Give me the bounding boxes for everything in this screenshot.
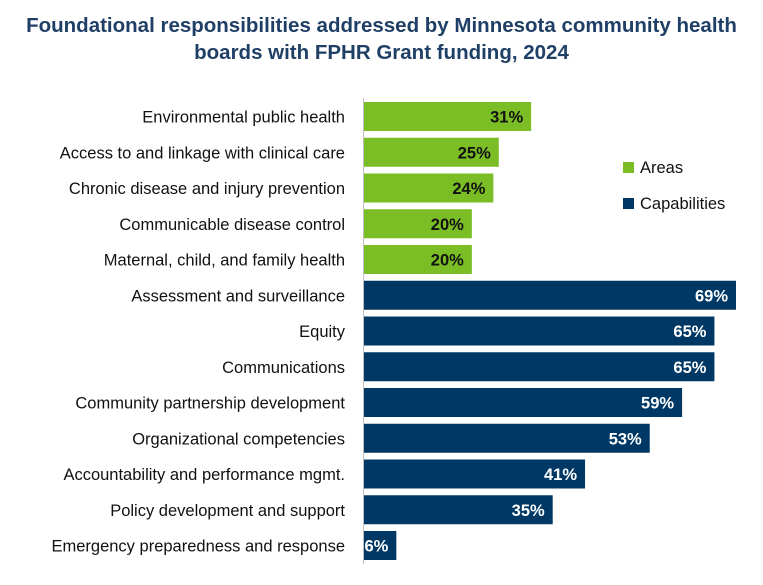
bar <box>364 388 683 417</box>
legend-label: Capabilities <box>640 195 725 213</box>
bar <box>364 102 532 131</box>
category-label: Maternal, child, and family health <box>104 252 345 270</box>
category-label: Policy development and support <box>110 502 345 520</box>
chart-title: Foundational responsibilities addressed … <box>26 14 737 64</box>
category-label: Emergency preparedness and response <box>51 538 345 556</box>
category-label: Communicable disease control <box>119 216 345 234</box>
bar <box>364 531 397 560</box>
legend-swatch <box>623 198 634 209</box>
bar <box>364 245 472 274</box>
data-label: 35% <box>512 502 545 520</box>
data-label: 24% <box>452 180 485 198</box>
bar <box>364 280 736 310</box>
legend-label: Areas <box>640 159 683 177</box>
data-label: 59% <box>641 395 674 413</box>
bar <box>364 173 494 203</box>
bar <box>364 137 499 167</box>
category-label: Chronic disease and injury prevention <box>69 180 345 198</box>
category-label: Environmental public health <box>142 109 345 127</box>
data-label: 6% <box>364 538 388 556</box>
category-label: Organizational competencies <box>132 430 345 448</box>
bar <box>364 352 715 382</box>
data-label: 41% <box>544 466 577 484</box>
data-label: 31% <box>490 109 523 127</box>
category-label: Access to and linkage with clinical care <box>60 144 345 162</box>
category-label: Community partnership development <box>75 395 345 413</box>
category-label: Accountability and performance mgmt. <box>63 466 345 484</box>
data-label: 65% <box>673 359 706 377</box>
bar <box>364 495 553 525</box>
data-label: 65% <box>673 323 706 341</box>
category-label: Assessment and surveillance <box>131 287 345 305</box>
category-label: Equity <box>299 323 346 341</box>
bar <box>364 459 586 489</box>
data-label: 20% <box>431 216 464 234</box>
data-label: 25% <box>458 144 491 162</box>
bar <box>364 316 715 346</box>
category-label: Communications <box>222 359 345 377</box>
data-label: 53% <box>609 430 642 448</box>
legend-swatch <box>623 162 634 173</box>
data-label: 69% <box>695 287 728 305</box>
data-label: 20% <box>431 252 464 270</box>
bar <box>364 209 472 239</box>
bar <box>364 423 650 453</box>
